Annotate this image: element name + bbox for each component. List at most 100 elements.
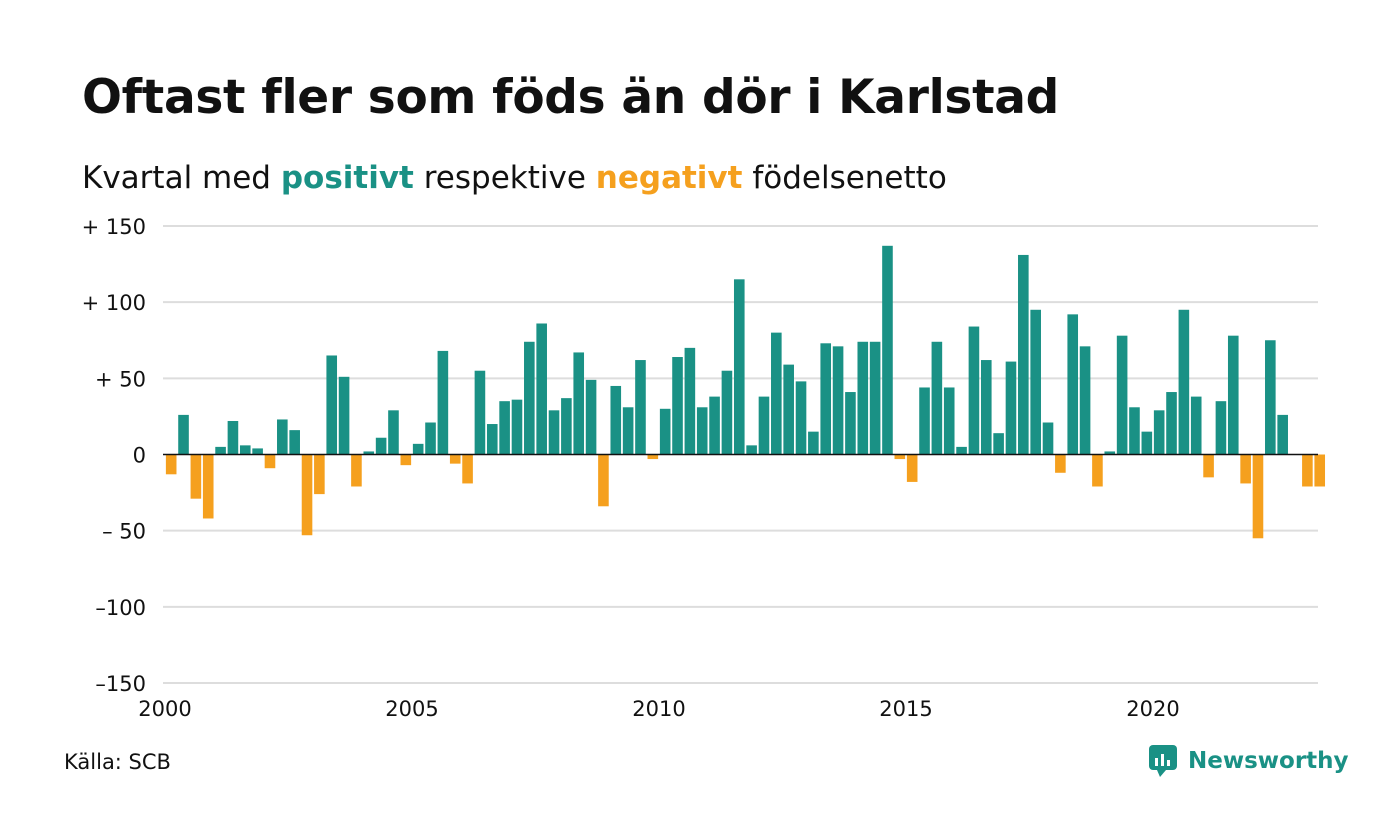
bar-2008-q3 <box>585 379 597 455</box>
bar-2008-q4 <box>598 454 609 507</box>
x-tick-label: 2000 <box>138 697 191 721</box>
newsworthy-logo-icon <box>1149 745 1177 777</box>
subtitle-prefix: Kvartal med <box>82 160 281 196</box>
bar-2013-q3 <box>832 346 844 455</box>
bar-2015-q3 <box>931 341 943 455</box>
bar-2007-q3 <box>536 323 547 455</box>
bar-2001-q4 <box>252 448 263 455</box>
bar-2005-q4 <box>449 454 461 464</box>
y-tick-label: + 150 <box>82 215 146 239</box>
bar-2002-q4 <box>301 454 313 536</box>
bar-2021-q4 <box>1240 454 1251 484</box>
bar-2009-q4 <box>647 454 659 460</box>
bar-2023-q1 <box>1302 454 1313 487</box>
x-tick-label: 2015 <box>879 697 932 721</box>
bar-2007-q4 <box>548 410 560 455</box>
x-axis-ticks: 2000 2005 2010 2015 2020 <box>138 697 1179 721</box>
subtitle-positive-label: positivt <box>280 160 414 196</box>
source-label: Källa: SCB <box>64 750 171 774</box>
bar-2013-q1 <box>808 431 819 455</box>
bar-2015-q1 <box>906 454 918 482</box>
bar-2001-q3 <box>239 445 251 455</box>
y-tick-label: – 50 <box>102 520 146 544</box>
y-tick-label: + 100 <box>82 291 146 315</box>
bar-2020-q1 <box>1153 410 1165 455</box>
brand-logo: Newsworthy <box>1148 744 1349 778</box>
bar-2012-q2 <box>771 332 782 455</box>
bar-2004-q2 <box>375 437 387 455</box>
bar-2012-q3 <box>783 364 794 455</box>
subtitle-middle: respektive <box>413 160 596 196</box>
bar-2019-q1 <box>1104 451 1116 455</box>
bar-2001-q2 <box>227 420 239 455</box>
bar-2004-q3 <box>388 410 399 455</box>
bar-2010-q1 <box>659 408 671 455</box>
bar-2009-q2 <box>622 407 634 455</box>
bar-2014-q3 <box>882 245 893 455</box>
bar-2003-q2 <box>326 355 338 455</box>
bar-2021-q3 <box>1227 335 1239 455</box>
bar-2019-q3 <box>1129 407 1140 455</box>
y-tick-label: + 50 <box>95 367 146 391</box>
bar-2018-q4 <box>1092 454 1103 487</box>
bar-2023-q2 <box>1314 454 1326 487</box>
bar-2009-q1 <box>610 385 622 455</box>
bar-2005-q2 <box>425 422 436 455</box>
bar-2008-q2 <box>573 352 585 455</box>
bar-2019-q4 <box>1141 431 1153 455</box>
bar-2015-q4 <box>943 387 955 455</box>
subtitle-suffix: födelsenetto <box>742 160 947 196</box>
bar-2018-q1 <box>1055 454 1066 473</box>
bar-2017-q1 <box>1005 361 1017 455</box>
bar-2020-q2 <box>1166 392 1177 455</box>
bar-2015-q2 <box>919 387 930 455</box>
bar-2012-q4 <box>795 381 807 455</box>
bars <box>165 245 1326 539</box>
bar-2017-q3 <box>1030 309 1041 455</box>
bar-2007-q2 <box>524 341 535 455</box>
bar-2006-q2 <box>474 370 486 455</box>
bar-chart: + 150 + 100 + 50 0 – 50 –100 –150 2000 2005 2010… <box>82 215 1326 721</box>
bar-2013-q4 <box>845 392 856 455</box>
bar-2008-q1 <box>561 398 572 455</box>
bar-2016-q3 <box>980 360 992 455</box>
bar-2022-q1 <box>1252 454 1264 539</box>
bar-2021-q1 <box>1203 454 1214 478</box>
bar-2000-q2 <box>178 414 189 455</box>
bar-2010-q4 <box>696 407 708 455</box>
bar-2011-q3 <box>733 279 745 455</box>
bar-2005-q1 <box>412 443 424 455</box>
bar-2005-q3 <box>437 350 449 455</box>
bar-2018-q3 <box>1079 346 1091 455</box>
bar-2016-q1 <box>956 446 967 455</box>
bar-2020-q4 <box>1190 396 1202 455</box>
bar-2002-q1 <box>264 454 276 469</box>
chart-subtitle: Kvartal med positivt respektive negativt… <box>82 160 947 196</box>
bar-2014-q1 <box>857 341 869 455</box>
x-tick-label: 2010 <box>632 697 685 721</box>
bar-2017-q4 <box>1042 422 1054 455</box>
bar-2011-q1 <box>709 396 720 455</box>
bar-2000-q1 <box>165 454 177 475</box>
brand-name: Newsworthy <box>1188 748 1349 774</box>
bar-2021-q2 <box>1215 401 1227 455</box>
y-tick-label: 0 <box>133 444 146 468</box>
bar-2003-q3 <box>338 376 350 455</box>
bar-2007-q1 <box>511 399 523 455</box>
bar-2006-q4 <box>499 401 510 455</box>
bar-2001-q1 <box>215 446 226 455</box>
bar-2003-q1 <box>314 454 325 495</box>
bar-2002-q2 <box>277 419 288 455</box>
bar-2016-q2 <box>968 326 980 455</box>
bar-2000-q4 <box>202 454 214 519</box>
bar-2020-q3 <box>1178 309 1190 455</box>
bar-2009-q3 <box>635 360 646 455</box>
bar-2002-q3 <box>289 430 300 455</box>
bar-2018-q2 <box>1067 314 1079 455</box>
subtitle-negative-label: negativt <box>595 160 743 196</box>
bar-2014-q4 <box>894 454 906 460</box>
bar-2011-q4 <box>746 445 757 455</box>
bar-2003-q4 <box>351 454 362 487</box>
bar-2004-q1 <box>363 451 375 455</box>
bar-2006-q3 <box>486 424 498 455</box>
